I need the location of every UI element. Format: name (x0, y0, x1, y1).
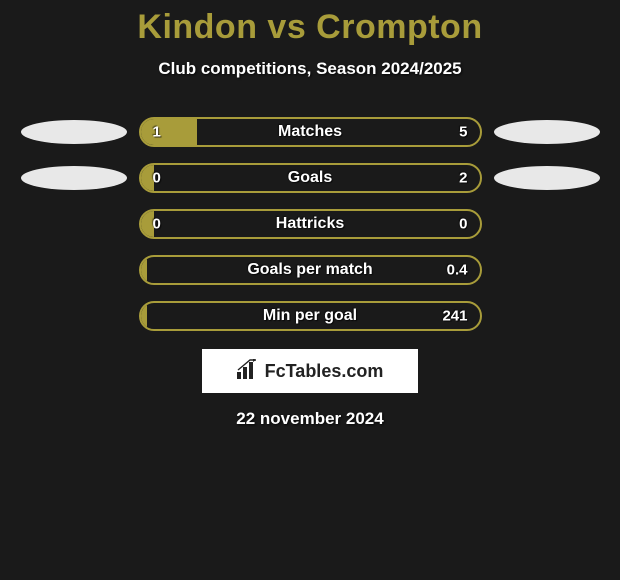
stat-row: Min per goal 241 (0, 301, 620, 331)
comparison-card: Kindon vs Crompton Club competitions, Se… (0, 0, 620, 429)
page-title: Kindon vs Crompton (0, 8, 620, 47)
stat-bar: 1 Matches 5 (139, 117, 482, 147)
stat-bar: 0 Hattricks 0 (139, 209, 482, 239)
stat-label: Matches (278, 123, 342, 141)
stat-row: Goals per match 0.4 (0, 255, 620, 285)
date-text: 22 november 2024 (0, 409, 620, 429)
stat-row: 0 Hattricks 0 (0, 209, 620, 239)
stat-row: 0 Goals 2 (0, 163, 620, 193)
stat-label: Goals (288, 169, 332, 187)
stat-right-value: 0 (459, 216, 467, 233)
stats-rows: 1 Matches 5 0 Goals 2 0 Hattricks 0 (0, 117, 620, 331)
stat-label: Goals per match (247, 261, 372, 279)
stat-left-value: 1 (153, 124, 161, 141)
bar-fill (141, 119, 198, 145)
stat-right-value: 0.4 (447, 262, 468, 279)
stat-bar: Goals per match 0.4 (139, 255, 482, 285)
brand-text: FcTables.com (265, 361, 384, 382)
bar-fill (141, 303, 148, 329)
stat-bar: 0 Goals 2 (139, 163, 482, 193)
bars-icon (237, 359, 259, 384)
player-oval-right (494, 166, 600, 190)
brand-box[interactable]: FcTables.com (202, 349, 418, 393)
stat-right-value: 2 (459, 170, 467, 187)
stat-right-value: 241 (442, 308, 467, 325)
stat-right-value: 5 (459, 124, 467, 141)
bar-fill (141, 257, 148, 283)
player-oval-left (21, 120, 127, 144)
stat-left-value: 0 (153, 170, 161, 187)
stat-label: Min per goal (263, 307, 357, 325)
stat-left-value: 0 (153, 216, 161, 233)
stat-bar: Min per goal 241 (139, 301, 482, 331)
stat-label: Hattricks (276, 215, 344, 233)
subtitle: Club competitions, Season 2024/2025 (0, 59, 620, 79)
player-oval-right (494, 120, 600, 144)
player-oval-left (21, 166, 127, 190)
stat-row: 1 Matches 5 (0, 117, 620, 147)
